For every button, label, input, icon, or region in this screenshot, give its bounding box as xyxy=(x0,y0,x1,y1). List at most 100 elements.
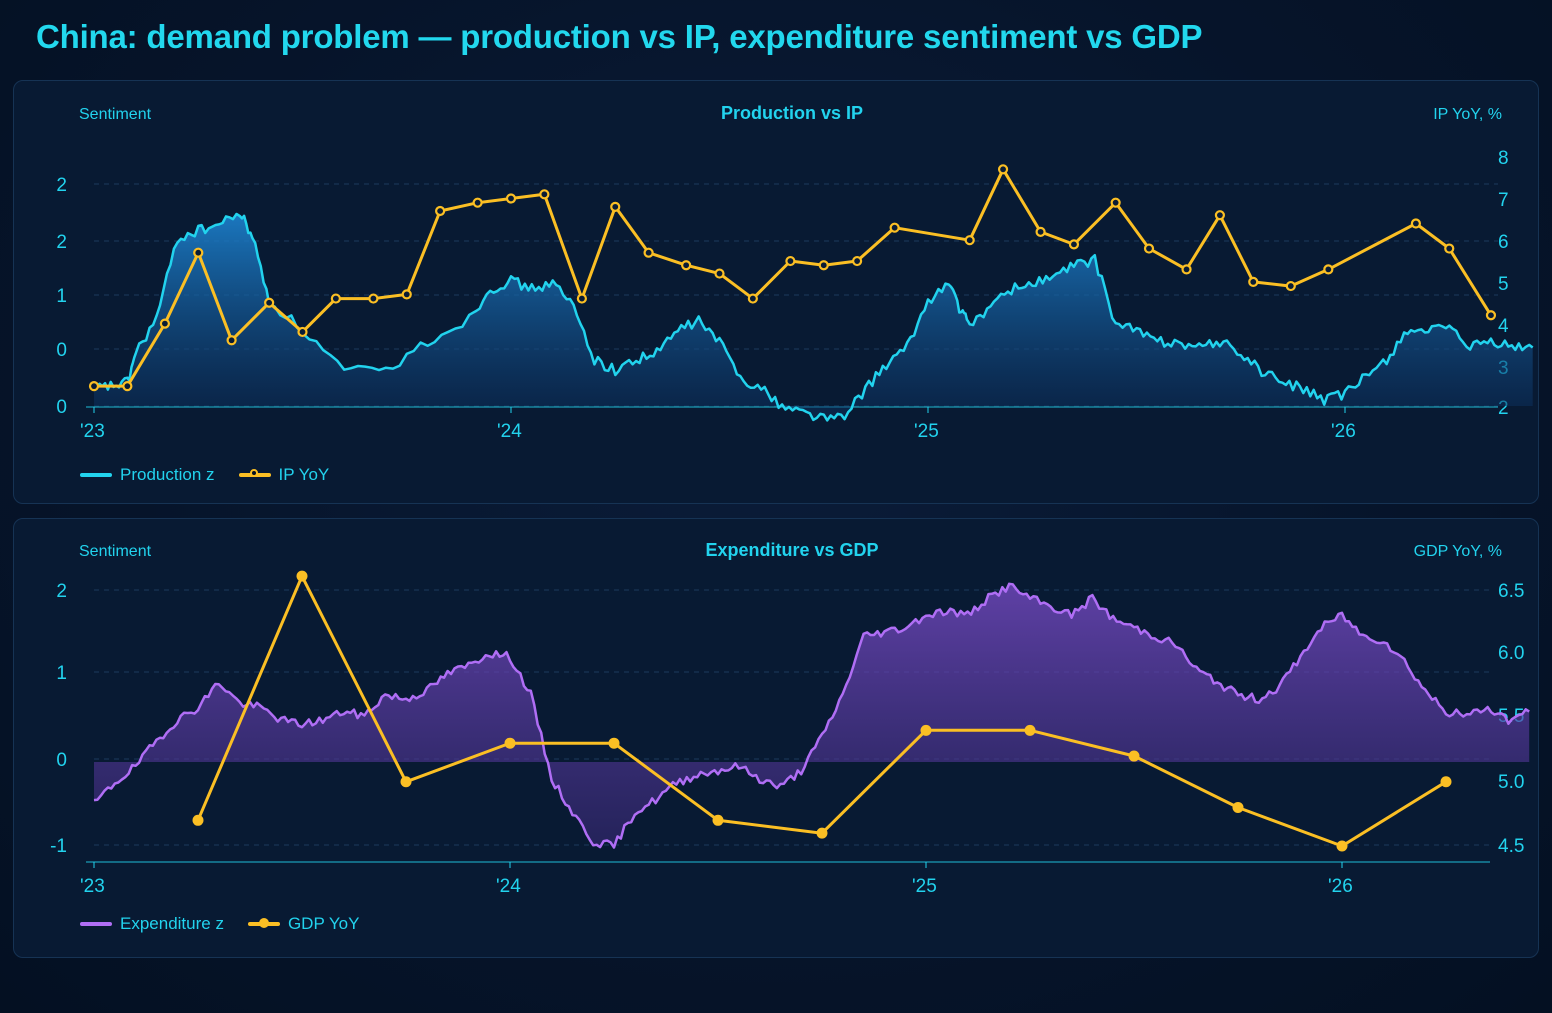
legend-label-gdp: GDP YoY xyxy=(287,914,360,933)
left-tick-label: 0 xyxy=(56,340,67,361)
ip-yoy-point xyxy=(852,255,863,267)
left-tick-label: 0 xyxy=(56,397,67,418)
gdp-yoy-point xyxy=(1232,801,1244,813)
right-tick-label: 6.0 xyxy=(1498,643,1524,664)
legend-item-ip: IP YoY xyxy=(238,465,330,485)
ip-yoy-point xyxy=(785,255,796,267)
x-tick-label: '25 xyxy=(914,421,939,442)
ip-yoy-point xyxy=(264,297,275,308)
ip-yoy-point xyxy=(643,247,654,258)
left-tick-label: 0 xyxy=(56,750,67,771)
ip-yoy-point xyxy=(1285,280,1296,292)
x-tick-label: '26 xyxy=(1331,421,1356,442)
legend-item-gdp: GDP YoY xyxy=(247,914,360,934)
ip-yoy-point xyxy=(1485,310,1497,321)
gdp-yoy-point xyxy=(400,776,412,788)
ip-yoy-point xyxy=(330,293,341,304)
legend-item-production: Production z xyxy=(80,465,215,485)
production-swatch xyxy=(80,473,112,477)
chart-title: Production vs IP xyxy=(721,103,863,123)
production-panel: Sentiment IP YoY, % Production vs IP 2 2 1 0 0 8… xyxy=(13,80,1539,504)
x-tick-label: '24 xyxy=(497,421,522,442)
legend-label-ip: IP YoY xyxy=(278,465,330,484)
ip-yoy-point xyxy=(1410,218,1421,229)
left-tick-label: 2 xyxy=(56,581,67,602)
ip-yoy-point xyxy=(681,260,692,271)
ip-yoy-point xyxy=(122,381,133,392)
right-tick-label: 8 xyxy=(1498,148,1509,169)
expenditure-legend: Expenditure z GDP YoY xyxy=(80,914,383,934)
right-axis-label: GDP YoY, % xyxy=(1414,543,1502,560)
ip-yoy-point xyxy=(539,189,550,200)
ip-yoy-point xyxy=(1323,264,1334,275)
expenditure-chart: Sentiment GDP YoY, % Expenditure vs GDP 2 1 0… xyxy=(50,540,1530,897)
left-axis-label: Sentiment xyxy=(79,543,152,560)
x-tick-label: '26 xyxy=(1328,876,1353,897)
ip-yoy-point xyxy=(226,335,237,346)
ip-swatch xyxy=(238,469,271,477)
ip-yoy-point xyxy=(472,197,483,208)
x-tick-label: '24 xyxy=(496,876,521,897)
right-tick-label: 2 xyxy=(1498,398,1509,419)
gdp-yoy-point xyxy=(712,814,724,826)
right-tick-label: 4 xyxy=(1498,316,1509,337)
ip-yoy-point xyxy=(297,326,308,338)
ip-yoy-point xyxy=(576,293,587,304)
gdp-yoy-point xyxy=(816,827,828,839)
gdp-yoy-point xyxy=(192,814,204,826)
legend-label-production: Production z xyxy=(120,465,215,484)
right-tick-label: 4.5 xyxy=(1498,836,1524,857)
ip-yoy-point xyxy=(1035,226,1046,237)
chart-title: Expenditure vs GDP xyxy=(705,540,878,560)
page-title: China: demand problem — production vs IP… xyxy=(36,18,1203,55)
production-chart: Sentiment IP YoY, % Production vs IP 2 2 1 0 0 8… xyxy=(56,103,1534,442)
ip-yoy-point xyxy=(1143,243,1155,254)
ip-yoy-point xyxy=(368,293,379,304)
left-tick-label: 2 xyxy=(56,175,67,196)
legend-item-expenditure: Expenditure z xyxy=(80,914,224,934)
expenditure-area xyxy=(94,583,1530,848)
gdp-yoy-point xyxy=(1336,840,1348,852)
x-tick-label: '23 xyxy=(80,421,105,442)
left-tick-label: 1 xyxy=(56,663,67,684)
ip-yoy-point xyxy=(1444,243,1455,254)
right-tick-label: 6 xyxy=(1498,232,1509,253)
ip-yoy-line xyxy=(94,167,1493,388)
ip-yoy-point xyxy=(505,193,517,204)
right-tick-label: 7 xyxy=(1498,190,1509,211)
right-tick-label: 5 xyxy=(1498,274,1509,295)
left-axis-label: Sentiment xyxy=(79,106,152,123)
gdp-yoy-point xyxy=(296,570,308,582)
ip-yoy-point xyxy=(964,235,975,246)
gdp-swatch xyxy=(247,918,280,928)
ip-yoy-point xyxy=(159,318,170,329)
x-tick-label: '23 xyxy=(80,876,105,897)
ip-yoy-point xyxy=(435,205,446,217)
ip-yoy-point xyxy=(1214,210,1226,221)
production-legend: Production z IP YoY xyxy=(80,465,353,485)
production-line xyxy=(93,212,1534,422)
ip-yoy-point xyxy=(88,381,100,392)
expenditure-swatch xyxy=(80,922,112,926)
ip-yoy-point xyxy=(747,293,758,304)
gdp-yoy-point xyxy=(1440,776,1452,788)
ip-yoy-point xyxy=(997,164,1009,175)
expenditure-panel: Sentiment GDP YoY, % Expenditure vs GDP 2 1 0… xyxy=(13,518,1539,958)
ip-yoy-point xyxy=(818,260,829,271)
expenditure-line xyxy=(93,582,1530,849)
left-tick-label: 2 xyxy=(56,232,67,253)
ip-yoy-point xyxy=(401,289,412,300)
ip-yoy-point xyxy=(714,268,725,279)
gdp-yoy-point xyxy=(504,737,516,749)
ip-yoy-point xyxy=(610,201,621,212)
right-axis-label: IP YoY, % xyxy=(1433,106,1502,123)
legend-label-expenditure: Expenditure z xyxy=(120,914,224,933)
ip-yoy-point xyxy=(889,222,900,233)
gdp-yoy-point xyxy=(920,724,932,736)
ip-yoy-point xyxy=(1248,276,1259,287)
ip-yoy-point xyxy=(1110,197,1121,208)
x-tick-label: '25 xyxy=(912,876,937,897)
gdp-yoy-point xyxy=(608,737,620,749)
ip-yoy-point xyxy=(193,247,204,258)
left-tick-label: -1 xyxy=(50,836,67,857)
